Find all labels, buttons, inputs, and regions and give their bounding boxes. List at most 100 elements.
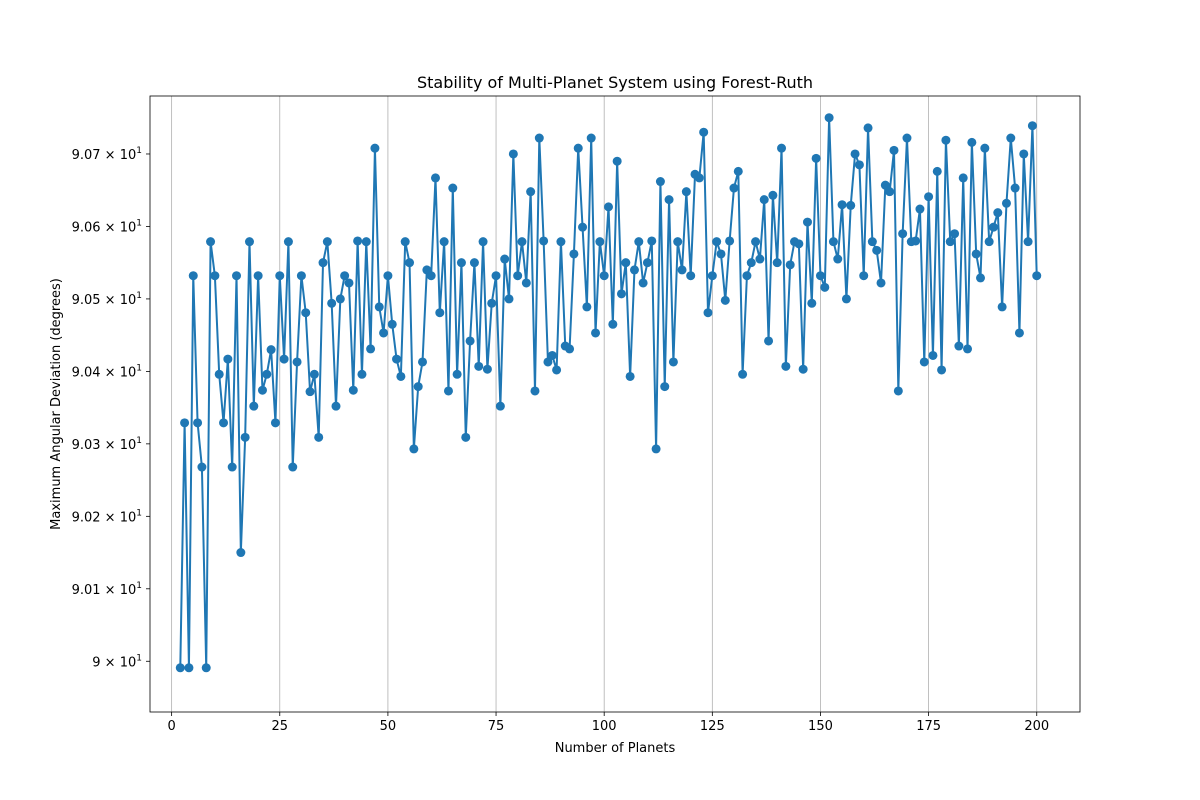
data-point [820, 282, 830, 292]
data-point [629, 265, 639, 275]
data-point [729, 183, 739, 193]
y-tick-label: 9.01 × 101 [72, 581, 142, 598]
data-point [1027, 121, 1037, 131]
data-point [694, 173, 704, 183]
data-point [751, 237, 761, 247]
data-point [249, 401, 259, 411]
data-point [396, 371, 406, 381]
data-point [327, 298, 337, 308]
data-point [1032, 271, 1042, 281]
data-point [283, 237, 293, 247]
data-point [880, 180, 890, 190]
data-point [461, 432, 471, 442]
data-point [379, 328, 389, 338]
data-point [621, 258, 631, 268]
x-tick-label: 175 [916, 719, 941, 734]
data-point [223, 354, 233, 364]
y-tick-label: 9.04 × 101 [72, 363, 142, 380]
data-point [872, 245, 882, 255]
y-axis-label: Maximum Angular Deviation (degrees) [49, 278, 64, 530]
data-point [859, 271, 869, 281]
data-point [309, 369, 319, 379]
y-tick-label: 9.03 × 101 [72, 436, 142, 453]
data-point [318, 258, 328, 268]
data-point [374, 302, 384, 312]
plot-area [150, 96, 1080, 712]
data-point [478, 237, 488, 247]
data-point [781, 361, 791, 371]
y-axis-ticks: 9 × 101 9.01 × 101 9.02 × 101 9.03 × 101 9.0… [72, 146, 150, 670]
data-point [833, 254, 843, 264]
data-point [534, 133, 544, 143]
x-tick-label: 50 [380, 719, 397, 734]
data-series [175, 113, 1042, 673]
x-axis-ticks: 0 25 50 75 100 125 150 175 200 [167, 712, 1049, 734]
data-point [508, 149, 518, 159]
data-point [279, 354, 289, 364]
data-point [495, 401, 505, 411]
data-point [262, 369, 272, 379]
data-point [777, 143, 787, 153]
y-tick-label: 9 × 101 [92, 653, 142, 670]
data-point [885, 187, 895, 197]
data-point [867, 237, 877, 247]
data-point [491, 271, 501, 281]
data-point [893, 386, 903, 396]
data-point [971, 249, 981, 259]
data-point [275, 271, 285, 281]
x-tick-label: 200 [1024, 719, 1049, 734]
data-point [578, 222, 588, 232]
x-tick-label: 100 [592, 719, 617, 734]
x-tick-label: 150 [808, 719, 833, 734]
data-point [958, 173, 968, 183]
data-point [582, 302, 592, 312]
data-point [655, 177, 665, 187]
data-point [456, 258, 466, 268]
data-point [443, 386, 453, 396]
data-point [932, 166, 942, 176]
data-point [599, 271, 609, 281]
data-point [409, 444, 419, 454]
data-point [677, 265, 687, 275]
data-point [664, 195, 674, 205]
data-point [530, 386, 540, 396]
data-point [950, 229, 960, 239]
data-point [517, 237, 527, 247]
data-point [344, 278, 354, 288]
data-point [504, 294, 514, 304]
data-point [638, 278, 648, 288]
data-point [963, 344, 973, 354]
data-point [513, 271, 523, 281]
data-point [712, 237, 722, 247]
data-point [720, 295, 730, 305]
data-point [794, 239, 804, 249]
data-point [759, 195, 769, 205]
data-point [227, 462, 237, 472]
data-point [902, 133, 912, 143]
data-point [988, 222, 998, 232]
data-point [919, 357, 929, 367]
data-point [785, 260, 795, 270]
y-tick-label: 9.05 × 101 [72, 291, 142, 308]
data-point [335, 294, 345, 304]
data-point [937, 365, 947, 375]
data-point [742, 271, 752, 281]
x-tick-label: 25 [271, 719, 288, 734]
data-point [361, 237, 371, 247]
data-point [184, 663, 194, 673]
data-point [673, 237, 683, 247]
data-point [733, 166, 743, 176]
data-point [175, 663, 185, 673]
data-point [811, 153, 821, 163]
data-point [1001, 198, 1011, 208]
data-point [876, 278, 886, 288]
data-point [469, 258, 479, 268]
data-point [707, 271, 717, 281]
data-point [547, 350, 557, 360]
data-point [703, 308, 713, 318]
data-point [556, 237, 566, 247]
data-point [240, 432, 250, 442]
data-point [331, 401, 341, 411]
y-tick-label: 9.06 × 101 [72, 218, 142, 235]
data-point [647, 236, 657, 246]
